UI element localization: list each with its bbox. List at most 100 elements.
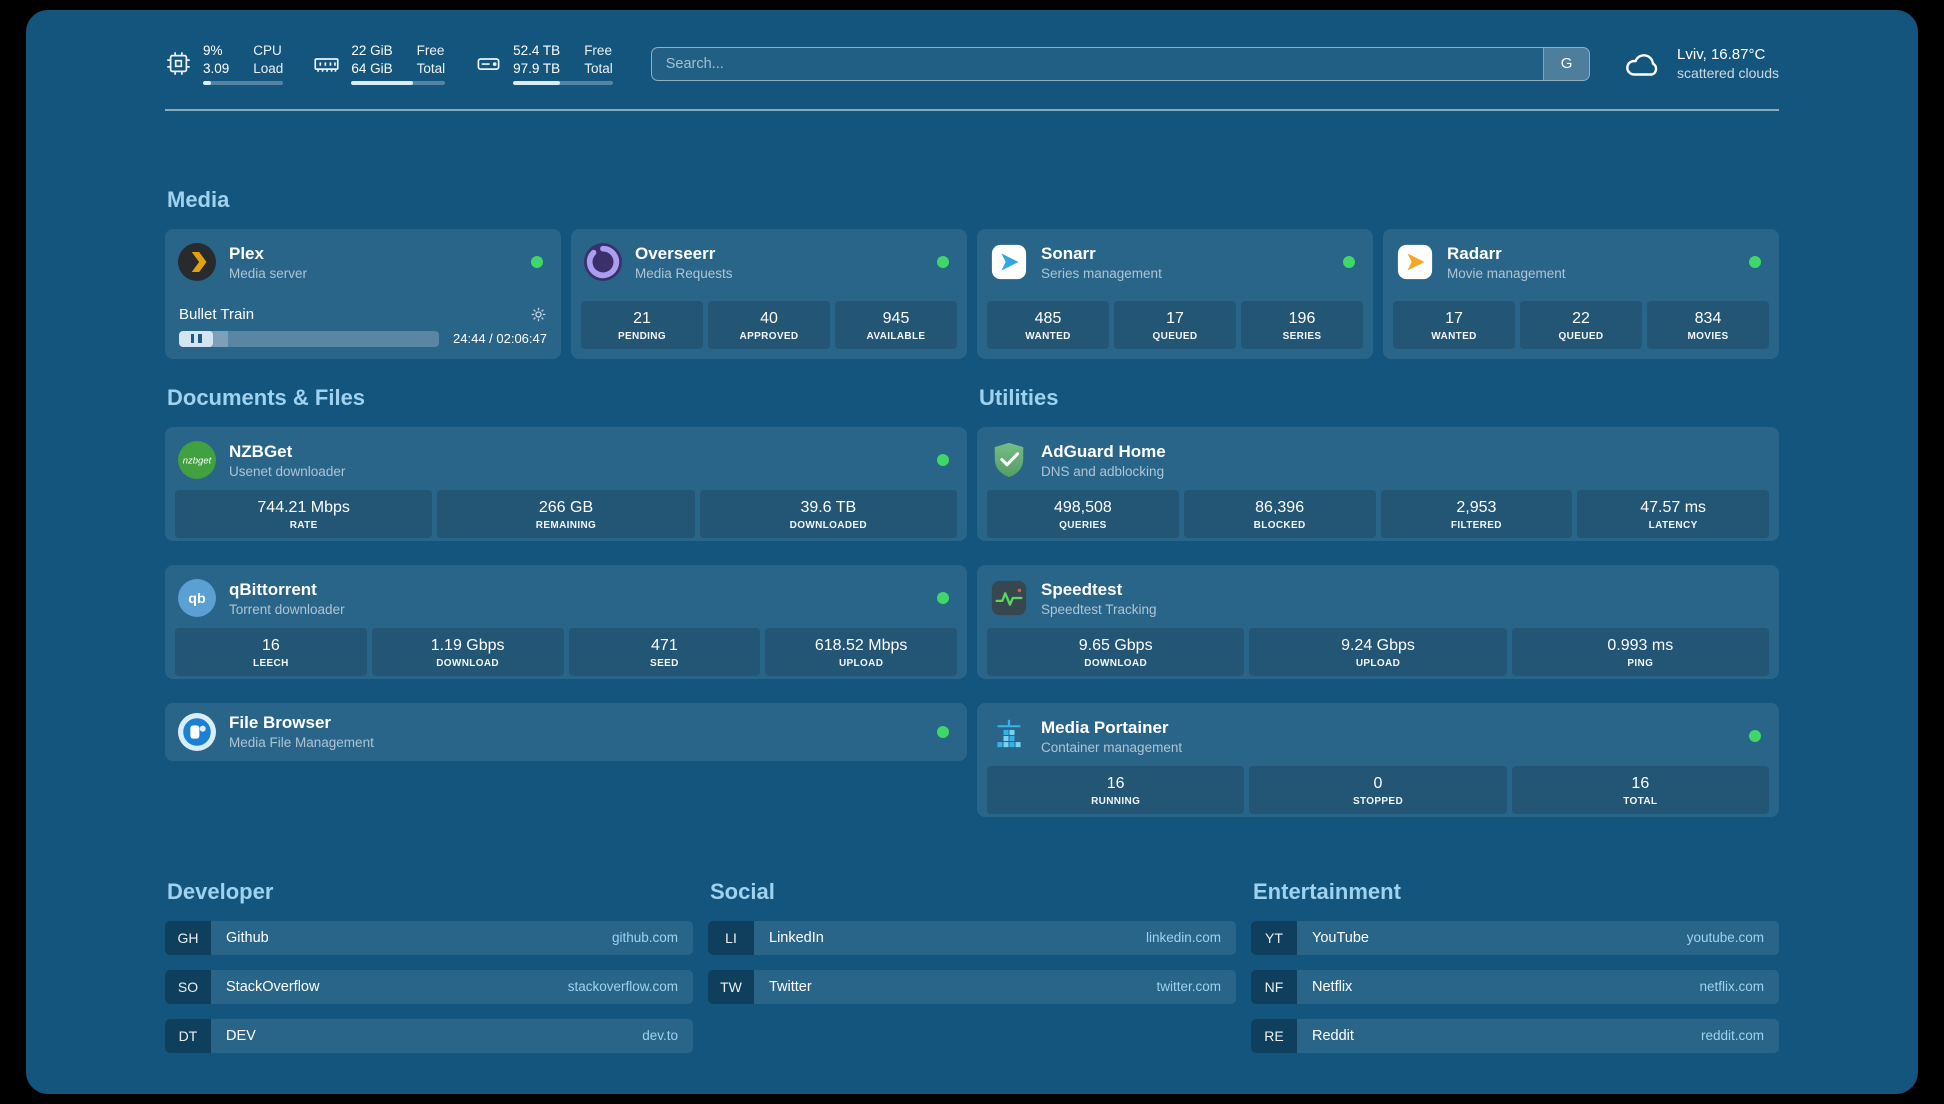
adguard-stat-queries: 498,508 QUERIES	[987, 489, 1179, 538]
playback-time: 24:44 / 02:06:47	[453, 331, 547, 346]
bookmark-name: YouTube	[1312, 929, 1369, 946]
filebrowser-card[interactable]: File Browser Media File Management	[165, 702, 967, 761]
bookmark-youtube[interactable]: YT YouTube youtube.com	[1251, 920, 1779, 955]
cpu-usage-label: CPU	[253, 43, 282, 58]
sonarr-stat-queued: 17 QUEUED	[1114, 300, 1236, 349]
entertainment-section-title: Entertainment	[1253, 878, 1401, 904]
adguard-stat-latency: 47.57 ms LATENCY	[1577, 489, 1769, 538]
pause-button[interactable]	[179, 330, 213, 347]
service-desc: DNS and adblocking	[1041, 463, 1165, 479]
plex-card[interactable]: Plex Media server Bullet Train	[165, 228, 561, 359]
bookmark-twitter[interactable]: TW Twitter twitter.com	[708, 969, 1236, 1004]
service-name[interactable]: Sonarr	[1041, 243, 1096, 263]
memory-icon	[313, 50, 340, 77]
cpu-load-label: Load	[253, 61, 284, 76]
speedtest-stat-ping: 0.993 ms PING	[1511, 627, 1769, 676]
settings-gear-icon[interactable]	[530, 306, 547, 323]
bookmarks-social: Social LI LinkedIn linkedin.com TW Twitt…	[708, 879, 1236, 1053]
qbittorrent-card[interactable]: qb qBittorrent Torrent downloader	[165, 564, 967, 679]
speedtest-icon	[990, 579, 1028, 617]
memory-free-value: 22 GiB	[351, 43, 393, 58]
service-name[interactable]: Speedtest	[1041, 579, 1123, 599]
nzbget-stat-downloaded: 39.6 TB DOWNLOADED	[699, 489, 957, 538]
radarr-stat-movies: 834 MOVIES	[1647, 300, 1769, 349]
service-name[interactable]: Radarr	[1447, 243, 1502, 263]
plex-icon	[178, 243, 216, 281]
service-desc: Media Requests	[635, 265, 733, 281]
bookmark-abbr: YT	[1251, 920, 1297, 955]
cpu-progressbar	[203, 81, 284, 85]
portainer-stat-stopped: 0 STOPPED	[1249, 765, 1507, 814]
sonarr-card[interactable]: Sonarr Series management 485 WANTED 17 Q…	[977, 228, 1373, 359]
service-desc: Movie management	[1447, 265, 1566, 281]
filebrowser-icon	[178, 712, 216, 751]
bookmark-abbr: LI	[708, 920, 754, 955]
bookmark-github[interactable]: GH Github github.com	[165, 920, 693, 955]
overseerr-stat-approved: 40 APPROVED	[708, 300, 830, 349]
service-desc: Series management	[1041, 265, 1162, 281]
media-section-title: Media	[167, 186, 230, 212]
bookmark-linkedin[interactable]: LI LinkedIn linkedin.com	[708, 920, 1236, 955]
speedtest-card[interactable]: Speedtest Speedtest Tracking 9.65 Gbps D…	[977, 564, 1779, 679]
service-name[interactable]: qBittorrent	[229, 579, 317, 599]
cpu-usage-value: 9%	[203, 43, 223, 58]
header-divider	[165, 109, 1779, 111]
bookmarks: Developer GH Github github.com SO StackO…	[165, 879, 1779, 1053]
status-dot	[1343, 256, 1355, 268]
adguard-stat-blocked: 86,396 BLOCKED	[1183, 489, 1376, 538]
cpu-load-value: 3.09	[203, 61, 230, 76]
section-documents: Documents & Files nzbget	[165, 385, 967, 761]
disk-free-value: 52.4 TB	[513, 43, 561, 58]
radarr-stat-wanted: 17 WANTED	[1393, 300, 1515, 349]
memory-total-value: 64 GiB	[351, 61, 393, 76]
portainer-stat-total: 16 TOTAL	[1511, 765, 1769, 814]
service-name[interactable]: NZBGet	[229, 441, 293, 461]
overseerr-stat-available: 945 AVAILABLE	[835, 300, 957, 349]
overseerr-icon	[584, 243, 622, 281]
service-name[interactable]: Media Portainer	[1041, 717, 1169, 737]
portainer-icon	[990, 717, 1028, 755]
service-name[interactable]: AdGuard Home	[1041, 441, 1166, 461]
bookmark-reddit[interactable]: RE Reddit reddit.com	[1251, 1018, 1779, 1053]
topbar: 9% CPU 3.09 Load	[165, 42, 1779, 85]
playback-progressbar[interactable]	[179, 330, 440, 347]
overseerr-card[interactable]: Overseerr Media Requests 21 PENDING 40 A…	[571, 228, 967, 359]
radarr-icon	[1396, 243, 1434, 281]
documents-section-title: Documents & Files	[167, 384, 366, 410]
bookmark-abbr: NF	[1251, 969, 1297, 1004]
search-provider-button[interactable]: G	[1543, 47, 1590, 80]
memory-total-label: Total	[416, 61, 446, 76]
memory-free-label: Free	[416, 43, 445, 58]
status-dot	[531, 256, 543, 268]
bookmarks-entertainment: Entertainment YT YouTube youtube.com NF …	[1251, 879, 1779, 1053]
service-name[interactable]: Plex	[229, 243, 264, 263]
nzbget-card[interactable]: nzbget NZBGet Usenet downloader 74	[165, 426, 967, 541]
section-media: Media Plex Media server	[165, 187, 1779, 359]
status-dot	[937, 256, 949, 268]
search-bar[interactable]: G	[650, 46, 1591, 81]
bookmark-stackoverflow[interactable]: SO StackOverflow stackoverflow.com	[165, 969, 693, 1004]
bookmark-abbr: RE	[1251, 1018, 1297, 1053]
service-desc: Media server	[229, 265, 308, 281]
portainer-card[interactable]: Media Portainer Container management 16 …	[977, 702, 1779, 817]
service-name[interactable]: File Browser	[229, 713, 332, 732]
bookmark-dev[interactable]: DT DEV dev.to	[165, 1018, 693, 1053]
qbittorrent-stat-download: 1.19 Gbps DOWNLOAD	[371, 627, 564, 676]
dashboard: 9% CPU 3.09 Load	[26, 10, 1918, 1094]
qbittorrent-icon: qb	[178, 579, 216, 617]
bookmark-url: stackoverflow.com	[567, 979, 678, 994]
sonarr-icon	[990, 243, 1028, 281]
radarr-card[interactable]: Radarr Movie management 17 WANTED 22 QUE…	[1383, 228, 1779, 359]
service-name[interactable]: Overseerr	[635, 243, 716, 263]
service-desc: Container management	[1041, 739, 1183, 755]
sonarr-stat-series: 196 SERIES	[1241, 300, 1363, 349]
adguard-card[interactable]: AdGuard Home DNS and adblocking 498,508 …	[977, 426, 1779, 541]
bookmark-netflix[interactable]: NF Netflix netflix.com	[1251, 969, 1779, 1004]
search-input[interactable]	[651, 47, 1544, 80]
bookmark-url: linkedin.com	[1145, 930, 1221, 945]
bookmark-name: StackOverflow	[226, 978, 320, 995]
speedtest-stat-download: 9.65 Gbps DOWNLOAD	[987, 627, 1245, 676]
disk-total-value: 97.9 TB	[513, 61, 561, 76]
plex-now-playing: Bullet Train	[175, 306, 551, 349]
bookmarks-developer: Developer GH Github github.com SO StackO…	[165, 879, 693, 1053]
